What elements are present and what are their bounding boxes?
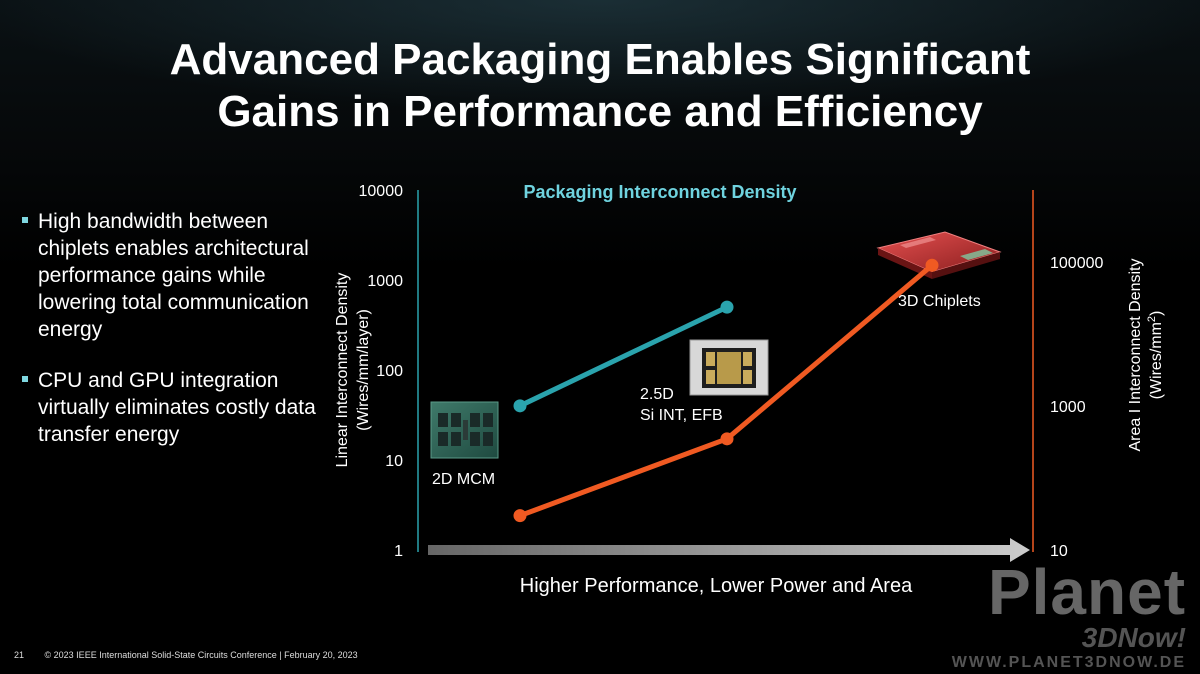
right-tick-label: 1000 xyxy=(1050,399,1086,416)
left-tick-labels: 1 10 100 1000 10000 xyxy=(359,183,404,560)
bullet-item: CPU and GPU integration virtually elimin… xyxy=(22,367,322,448)
linear-density-series-line xyxy=(517,304,730,409)
right-axis-title-line2: (Wires/mm2) xyxy=(1146,311,1165,400)
linear-density-point xyxy=(720,300,734,314)
watermark-planet: Planet xyxy=(987,556,1186,628)
footer: 21 © 2023 IEEE International Solid-State… xyxy=(14,650,358,660)
left-axis-title-line2: (Wires/mm/layer) xyxy=(355,309,372,431)
right-tick-label: 100000 xyxy=(1050,255,1103,272)
2d-mcm-chip-image xyxy=(430,401,499,459)
3d-chiplets-image xyxy=(876,231,1002,279)
right-tick-label: 10 xyxy=(1050,543,1068,560)
series-layer xyxy=(513,258,939,523)
left-tick-label: 10000 xyxy=(359,183,404,200)
bullet-text: CPU and GPU integration virtually elimin… xyxy=(38,369,316,446)
area-density-point xyxy=(513,509,527,523)
x-axis-arrow xyxy=(428,538,1030,562)
label-2d-mcm: 2D MCM xyxy=(432,471,495,488)
left-axis-title-line1: Linear Interconnect Density xyxy=(334,273,351,468)
label-si-int-efb: Si INT, EFB xyxy=(640,407,723,424)
left-tick-label: 1 xyxy=(394,543,403,560)
bullet-text: High bandwidth between chiplets enables … xyxy=(38,210,309,341)
slide-title: Advanced Packaging Enables Significant G… xyxy=(0,34,1200,138)
left-tick-label: 1000 xyxy=(367,273,403,290)
chart-title: Packaging Interconnect Density xyxy=(523,182,796,202)
right-axis-unit: (Wires/mm xyxy=(1148,322,1165,399)
bullet-square-icon xyxy=(22,376,28,382)
right-axis-title: Area I Interconnect Density (Wires/mm2) xyxy=(1127,259,1165,452)
page-number: 21 xyxy=(14,650,25,660)
watermark-3dnow: 3DNow! xyxy=(1081,622,1186,653)
bullet-square-icon xyxy=(22,217,28,223)
slide-title-line1: Advanced Packaging Enables Significant xyxy=(169,35,1031,84)
label-3d-chiplets: 3D Chiplets xyxy=(898,293,981,310)
linear-density-point xyxy=(513,399,527,413)
x-axis-title: Higher Performance, Lower Power and Area xyxy=(520,575,913,597)
area-density-point xyxy=(720,432,734,446)
right-axis-unit-sup: 2 xyxy=(1146,316,1158,322)
right-axis-title-line1: Area I Interconnect Density xyxy=(1127,259,1144,452)
left-tick-label: 10 xyxy=(385,453,403,470)
bullet-item: High bandwidth between chiplets enables … xyxy=(22,208,322,343)
bullet-list: High bandwidth between chiplets enables … xyxy=(22,208,322,472)
watermark-url: WWW.PLANET3DNOW.DE xyxy=(951,654,1186,671)
slide-title-line2: Gains in Performance and Efficiency xyxy=(217,87,983,136)
left-tick-label: 100 xyxy=(376,363,403,380)
2-5d-chip-image xyxy=(689,339,769,396)
copyright-text: © 2023 IEEE International Solid-State Ci… xyxy=(44,650,358,660)
right-tick-labels: 10 1000 100000 xyxy=(1050,255,1103,560)
left-axis-title: Linear Interconnect Density (Wires/mm/la… xyxy=(334,273,372,468)
watermark: Planet 3DNow! WWW.PLANET3DNOW.DE xyxy=(952,560,1186,674)
right-axis-unit-close: ) xyxy=(1148,311,1165,316)
area-density-point xyxy=(925,258,939,272)
label-2-5d: 2.5D xyxy=(640,386,674,403)
